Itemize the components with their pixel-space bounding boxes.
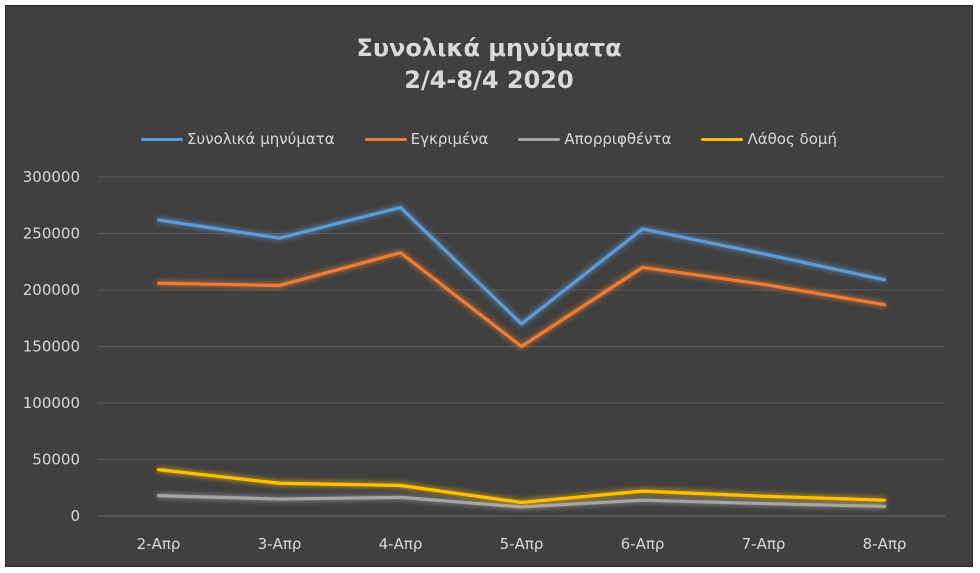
y-tick-label: 250000 (23, 225, 80, 243)
legend-item: Απορριφθέντα (518, 130, 671, 148)
x-tick-label: 4-Απρ (379, 535, 423, 553)
y-tick-label: 300000 (23, 168, 80, 186)
series-line-1 (156, 205, 887, 326)
series-line-4 (156, 468, 887, 505)
x-tick-label: 3-Απρ (258, 535, 302, 553)
y-tick-label: 100000 (23, 394, 80, 412)
chart-title: Συνολικά μηνύματα 2/4-8/4 2020 (6, 32, 972, 96)
legend-label: Εγκριμένα (410, 130, 489, 148)
x-tick-label: 7-Απρ (742, 535, 786, 553)
legend-item: Εγκριμένα (364, 130, 489, 148)
chart-legend: Συνολικά μηνύματα Εγκριμένα Απορριφθέντα Λά… (6, 127, 972, 151)
legend-swatch (364, 137, 407, 141)
series-line-2 (156, 251, 887, 349)
legend-item: Λάθος δομή (701, 130, 837, 148)
y-tick-label: 50000 (32, 451, 80, 469)
x-tick-label: 2-Απρ (137, 535, 181, 553)
x-tick-label: 5-Απρ (500, 535, 544, 553)
legend-label: Συνολικά μηνύματα (187, 130, 335, 148)
y-tick-label: 150000 (23, 338, 80, 356)
y-tick-label: 200000 (23, 281, 80, 299)
x-tick-label: 6-Απρ (621, 535, 665, 553)
chart-frame: Συνολικά μηνύματα 2/4-8/4 2020 Συνολικά … (5, 5, 973, 567)
legend-label: Απορριφθέντα (564, 130, 672, 148)
legend-label: Λάθος δομή (747, 130, 837, 148)
x-tick-label: 8-Απρ (863, 535, 907, 553)
legend-swatch (701, 137, 744, 141)
legend-swatch (141, 137, 184, 141)
series-line-3 (156, 494, 887, 509)
y-tick-label: 0 (70, 507, 80, 525)
legend-item: Συνολικά μηνύματα (141, 130, 335, 148)
chart-title-line2: 2/4-8/4 2020 (404, 66, 574, 94)
chart-title-line1: Συνολικά μηνύματα (356, 34, 622, 62)
legend-swatch (518, 137, 561, 141)
